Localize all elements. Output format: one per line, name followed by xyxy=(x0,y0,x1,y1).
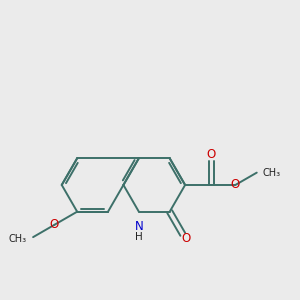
Text: O: O xyxy=(182,232,191,244)
Text: CH₃: CH₃ xyxy=(262,168,280,178)
Text: O: O xyxy=(50,218,59,231)
Text: N: N xyxy=(134,220,143,233)
Text: H: H xyxy=(135,232,143,242)
Text: O: O xyxy=(207,148,216,160)
Text: O: O xyxy=(231,178,240,191)
Text: CH₃: CH₃ xyxy=(9,234,27,244)
